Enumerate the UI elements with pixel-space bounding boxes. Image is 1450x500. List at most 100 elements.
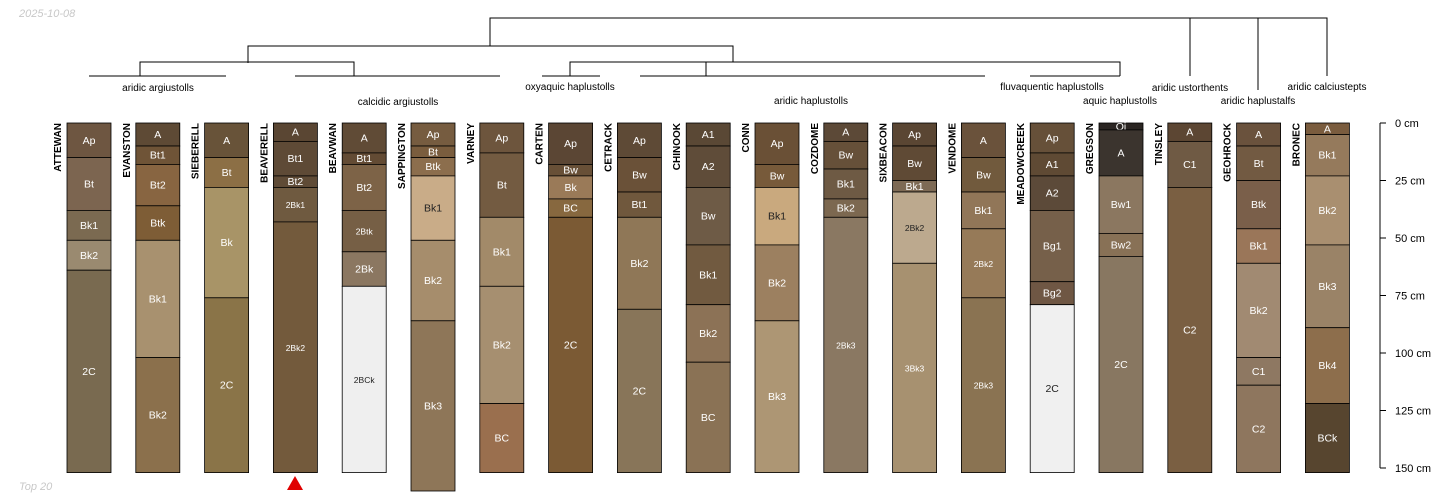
horizon-label: BCk	[1317, 433, 1338, 445]
horizon-label: 3Bk3	[905, 363, 925, 373]
profile-vendome: A Bw Bk1 2Bk2 2Bk3 VENDOME	[947, 122, 1006, 473]
horizon-ap	[548, 122, 593, 165]
taxa-labels: aridic argiustolls calcidic argiustolls ox…	[122, 82, 1366, 108]
horizon-label: Btk	[1251, 199, 1267, 211]
horizon-label: 2Bk3	[974, 381, 994, 391]
horizon-ap	[1029, 122, 1075, 154]
profile-name: GREGSON	[1085, 123, 1096, 174]
horizon-label: A2	[1046, 188, 1059, 200]
horizon-bt	[204, 157, 250, 188]
depth-axis: 0 cm 25 cm 50 cm 75 cm 100 cm 125 cm 150 cm	[1379, 118, 1431, 475]
horizon-label: Bt1	[288, 153, 304, 165]
horizon-label: Bk1	[768, 211, 786, 223]
taxon-label: oxyaquic haplustolls	[525, 82, 615, 93]
horizon-2bk2	[892, 191, 937, 264]
profile-sixbeacon: Ap Bw Bk1 2Bk2 3Bk3 SIXBEACON	[879, 122, 937, 473]
horizon-bk1	[1305, 134, 1350, 177]
horizon-a	[204, 122, 250, 158]
horizon-bk2	[135, 357, 181, 474]
date-label: 2025-10-08	[19, 8, 76, 20]
horizon-label: 2Bk3	[836, 340, 856, 350]
horizon-label: BC	[563, 203, 578, 215]
horizon-bk1	[685, 244, 731, 306]
dendrogram-root-link	[489, 17, 1328, 76]
horizon-label: Ap	[1046, 132, 1059, 144]
profile-name: BEAVWAN	[328, 123, 339, 173]
horizon-2c	[617, 308, 662, 473]
profile-name: VARNEY	[466, 123, 477, 164]
horizon-label: A	[361, 132, 368, 144]
horizon-label: Bk1	[424, 203, 442, 215]
horizon-bw	[685, 186, 731, 246]
horizon-label: Bt1	[632, 199, 648, 211]
horizon-label: A1	[1046, 159, 1059, 171]
horizon-label: C1	[1183, 159, 1197, 171]
horizon-label: Bk1	[699, 269, 717, 281]
horizon-label: 2C	[220, 380, 234, 392]
horizon-bw	[617, 157, 662, 193]
horizon-label: Bw	[632, 169, 647, 181]
horizon-label: A1	[702, 129, 715, 141]
taxon-label: aridic haplustalfs	[1221, 96, 1295, 107]
profile-name: CHINOOK	[672, 122, 683, 170]
taxon-label: aridic argiustolls	[122, 83, 194, 94]
horizon-label: Bk	[220, 237, 233, 249]
horizon-label: Bk2	[80, 250, 98, 262]
horizon-label: A2	[702, 161, 715, 173]
depth-tick-label: 75 cm	[1395, 291, 1425, 303]
horizon-2btk	[341, 209, 387, 253]
horizon-bc	[479, 403, 525, 474]
horizon-bk1	[1236, 228, 1281, 264]
horizon-label: Bw	[701, 211, 716, 223]
taxon-label: fluvaquentic haplustolls	[1000, 82, 1103, 93]
horizon-label: Bk1	[974, 205, 992, 217]
horizon-label: Btk	[150, 218, 166, 230]
horizon-label: Bk2	[630, 258, 648, 270]
horizon-label: Bt	[1254, 158, 1264, 170]
horizon-bck	[1305, 403, 1350, 474]
taxon-label: aridic ustorthents	[1152, 83, 1228, 94]
footer-label: Top 20	[19, 481, 53, 493]
horizon-label: Btk	[425, 161, 441, 173]
horizon-label: A	[1255, 129, 1262, 141]
horizon-label: Bw	[907, 158, 922, 170]
horizon-label: BC	[495, 433, 510, 445]
horizon-label: Bk3	[768, 391, 786, 403]
horizon-label: Bk1	[906, 181, 924, 193]
horizon-label: 2Bk2	[974, 259, 994, 269]
horizon-label: Bt1	[150, 150, 166, 162]
horizon-label: Bk4	[1318, 360, 1336, 372]
horizon-a	[1098, 129, 1144, 177]
horizon-bk2	[410, 239, 456, 322]
horizon-label: Bt2	[150, 180, 166, 192]
dendrogram-left-cluster-link	[247, 45, 734, 63]
depth-tick-label: 125 cm	[1395, 406, 1431, 418]
horizon-label: 2C	[1045, 383, 1059, 395]
taxon-label: aridic haplustolls	[774, 96, 848, 107]
depth-tick-label: 25 cm	[1395, 176, 1425, 188]
dendrogram-argiustolls-link	[139, 61, 355, 76]
horizon-label: Bt	[84, 178, 94, 190]
horizon-label: 2Btk	[356, 227, 374, 237]
horizon-bk2	[617, 216, 662, 310]
horizon-label: 2C	[1114, 359, 1128, 371]
depth-tick-label: 0 cm	[1395, 118, 1419, 130]
profile-name: TINSLEY	[1154, 123, 1165, 166]
horizon-2c	[548, 216, 593, 474]
horizon-label: 2C	[564, 339, 578, 351]
horizon-2bk3	[961, 297, 1006, 473]
horizon-bc	[685, 361, 731, 474]
horizon-label: 2C	[82, 366, 96, 378]
horizon-bk4	[1305, 327, 1350, 405]
horizon-2c	[1098, 255, 1144, 473]
horizon-bk2	[66, 239, 112, 271]
horizon-label: Bk2	[1318, 205, 1336, 217]
horizon-label: Bk2	[768, 277, 786, 289]
profile-geohrock: A Bt Btk Bk1 Bk2 C1 C2 GEOHROCK	[1223, 122, 1281, 474]
horizon-label: Bk1	[837, 178, 855, 190]
profile-name: CETRACK	[603, 122, 614, 172]
horizon-label: A	[842, 127, 849, 139]
horizon-label: Bw	[839, 150, 854, 162]
horizon-label: A	[1186, 127, 1193, 139]
horizon-label: Bt	[222, 167, 232, 179]
